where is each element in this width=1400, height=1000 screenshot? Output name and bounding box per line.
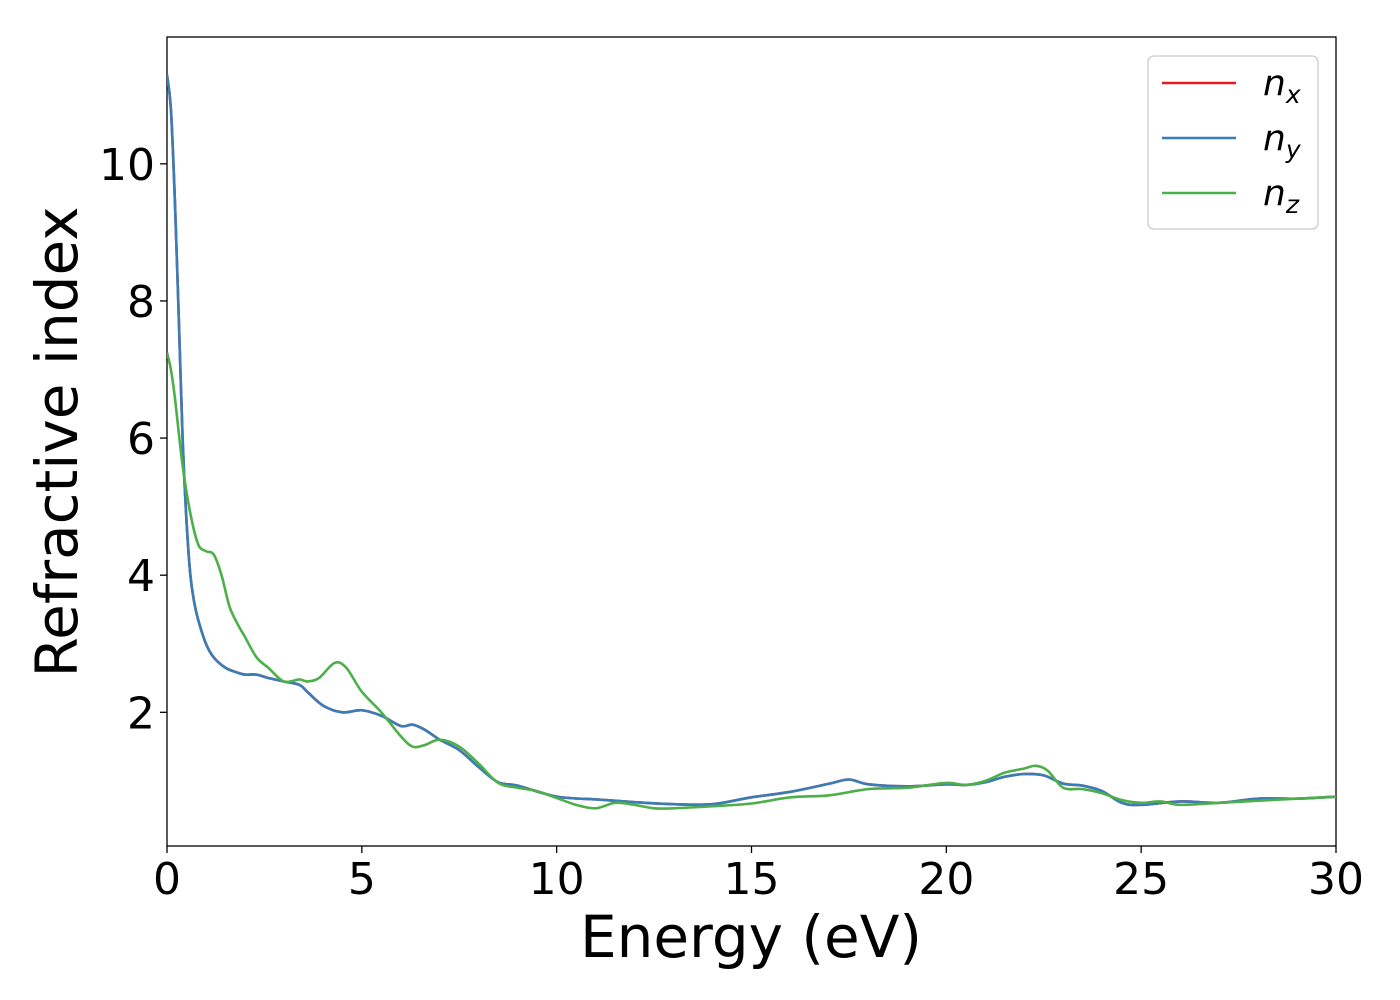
x-tick-label: 20 [918, 854, 974, 905]
x-tick-label: 10 [529, 854, 585, 905]
y-tick-label: 10 [99, 140, 155, 191]
legend-box [1147, 55, 1319, 230]
y-tick-label: 6 [127, 414, 155, 465]
y-tick-label: 4 [127, 551, 155, 602]
x-tick-label: 30 [1308, 854, 1364, 905]
series-line-ny [167, 74, 1336, 807]
x-tick-label: 5 [348, 854, 376, 905]
x-axis-title: Energy (eV) [580, 903, 922, 971]
x-tick-label: 0 [153, 854, 181, 905]
x-axis-ticks: 0 5 10 15 20 25 30 [153, 846, 1364, 905]
x-tick-label: 15 [724, 854, 780, 905]
y-axis-ticks: 2 4 6 8 10 [99, 140, 167, 739]
series-line-nz [167, 352, 1336, 810]
series-layer [167, 74, 1336, 810]
x-tick-label: 25 [1113, 854, 1169, 905]
y-tick-label: 2 [127, 688, 155, 739]
y-tick-label: 8 [127, 277, 155, 328]
y-axis-title: Refractive index [23, 206, 91, 677]
